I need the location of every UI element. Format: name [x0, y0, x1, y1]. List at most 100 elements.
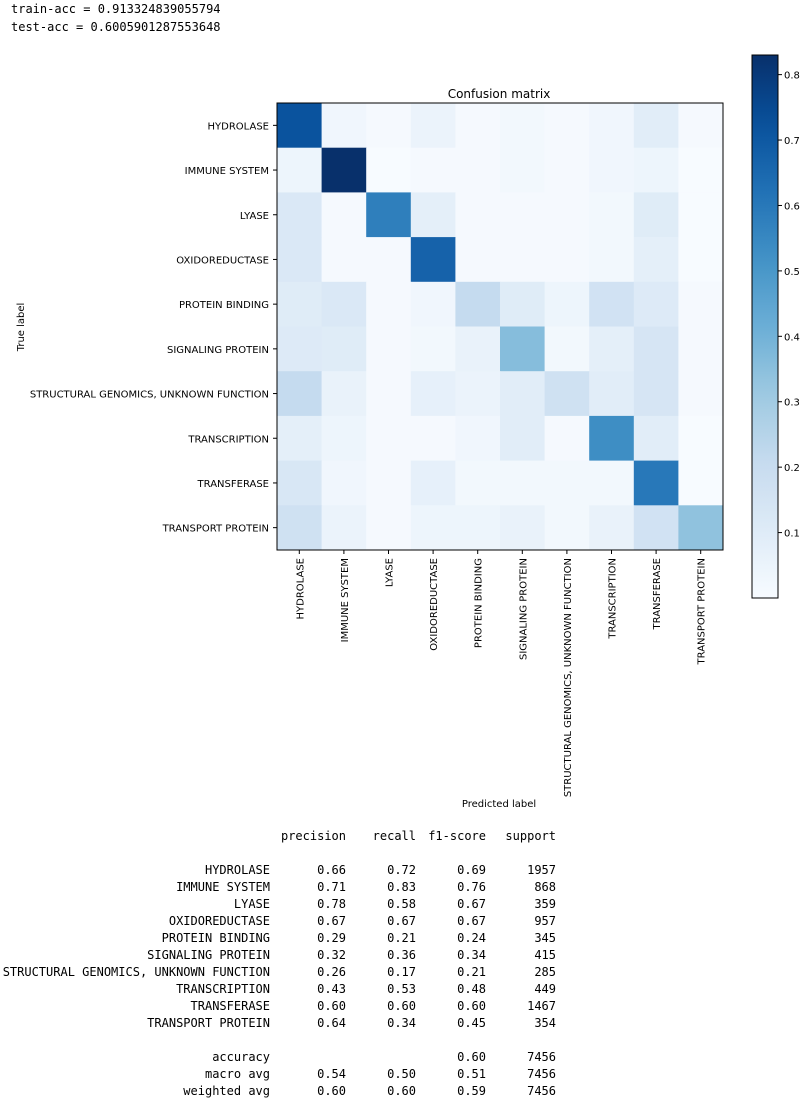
heatmap-cell	[678, 505, 724, 551]
heatmap-cell	[277, 505, 323, 551]
report-recall-value: 0.21	[387, 931, 416, 945]
report-summary-row: macro avg 0.54 0.50 0.51 7456	[0, 1066, 600, 1082]
report-support-value: 7456	[527, 1067, 556, 1081]
confusion-matrix-chart: HYDROLASE IMMUNE SYSTEM LYASE OXIDOREDUCTAS…	[16, 54, 800, 810]
report-precision-value: 0.60	[317, 999, 346, 1013]
x-axis-ticks: HYDROLASE IMMUNE SYSTEM LYASE OXIDOREDUCTAS…	[295, 550, 708, 797]
heatmap-cell	[589, 237, 635, 283]
heatmap-cell	[277, 415, 323, 462]
heatmap-cell	[500, 192, 546, 238]
report-support-value: 449	[534, 982, 556, 996]
colorbar-tick-label: 0.8	[784, 71, 800, 82]
report-summary-label: weighted avg	[183, 1084, 270, 1098]
report-support-value: 957	[534, 914, 556, 928]
report-f1-value: 0.60	[457, 999, 486, 1013]
heatmap-cell	[321, 505, 367, 551]
heatmap-cell	[544, 192, 590, 238]
report-class-row: LYASE 0.78 0.58 0.67 359	[0, 896, 600, 912]
heatmap-cell	[410, 281, 456, 327]
heatmap-cell	[678, 103, 724, 149]
heatmap-cell	[500, 371, 546, 417]
heatmap-cell	[544, 103, 590, 149]
heatmap-cell	[589, 505, 635, 551]
report-f1-value: 0.45	[457, 1016, 486, 1030]
heatmap-cell	[455, 460, 501, 506]
y-axis-label: True label	[16, 303, 27, 353]
report-class-row: TRANSPORT PROTEIN 0.64 0.34 0.45 354	[0, 1015, 600, 1031]
heatmap-cell	[455, 237, 501, 283]
report-precision-value: 0.78	[317, 897, 346, 911]
y-tick-label: PROTEIN BINDING	[179, 300, 269, 311]
colorbar-tick-label: 0.2	[784, 463, 800, 474]
heatmap-cell	[633, 103, 679, 149]
heatmap-cell	[633, 326, 679, 372]
heatmap-cell	[678, 371, 724, 417]
report-precision-value: 0.64	[317, 1016, 346, 1030]
colorbar-tick-label: 0.4	[784, 332, 800, 343]
heatmap-cell	[678, 326, 724, 372]
heatmap-cell	[366, 505, 412, 551]
heatmap-cell	[589, 326, 635, 372]
report-f1-value: 0.48	[457, 982, 486, 996]
heatmap-cell	[277, 281, 323, 327]
report-column-header: precision	[280, 829, 346, 843]
report-recall-value: 0.72	[387, 863, 416, 877]
heatmap-cell	[410, 192, 456, 238]
x-tick-label: OXIDOREDUCTASE	[429, 558, 440, 651]
report-class-label: STRUCTURAL GENOMICS, UNKNOWN FUNCTION	[2, 965, 270, 979]
heatmap-cell	[366, 415, 412, 462]
report-precision-value: 0.43	[317, 982, 346, 996]
report-f1-value: 0.34	[457, 948, 486, 962]
report-f1-value: 0.67	[457, 897, 486, 911]
heatmap-cell	[321, 192, 367, 238]
heatmap-cells	[277, 103, 724, 551]
heatmap-cell	[410, 460, 456, 506]
heatmap-cell	[678, 415, 724, 462]
heatmap-cell	[544, 371, 590, 417]
heatmap-cell	[589, 103, 635, 149]
heatmap-cell	[321, 460, 367, 506]
report-summary-label: macro avg	[204, 1067, 270, 1081]
report-precision-value: 0.29	[317, 931, 346, 945]
x-tick-label: TRANSCRIPTION	[608, 558, 619, 640]
y-tick-label: TRANSCRIPTION	[187, 434, 269, 445]
report-precision-value: 0.66	[317, 863, 346, 877]
report-class-row: SIGNALING PROTEIN 0.32 0.36 0.34 415	[0, 947, 600, 963]
colorbar-tick-label: 0.5	[784, 267, 800, 278]
report-recall-value: 0.60	[387, 999, 416, 1013]
report-f1-value: 0.76	[457, 880, 486, 894]
heatmap-cell	[410, 371, 456, 417]
report-support-value: 7456	[527, 1084, 556, 1098]
heatmap-cell	[455, 147, 501, 193]
heatmap-cell	[321, 415, 367, 462]
report-class-row: TRANSFERASE 0.60 0.60 0.60 1467	[0, 998, 600, 1014]
heatmap-cell	[321, 147, 367, 193]
colorbar-tick-label: 0.3	[784, 398, 800, 409]
report-f1-value: 0.21	[457, 965, 486, 979]
heatmap-cell	[321, 371, 367, 417]
report-class-label: HYDROLASE	[204, 863, 270, 877]
heatmap-cell	[500, 103, 546, 149]
report-support-value: 868	[534, 880, 556, 894]
report-precision-value: 0.54	[317, 1067, 346, 1081]
heatmap-cell	[277, 460, 323, 506]
heatmap-cell	[500, 415, 546, 462]
heatmap-cell	[321, 237, 367, 283]
heatmap-cell	[500, 147, 546, 193]
heatmap-cell	[678, 192, 724, 238]
heatmap-cell	[410, 415, 456, 462]
report-class-row: HYDROLASE 0.66 0.72 0.69 1957	[0, 862, 600, 878]
report-precision-value: 0.32	[317, 948, 346, 962]
report-f1-value: 0.69	[457, 863, 486, 877]
report-recall-value: 0.60	[387, 1084, 416, 1098]
heatmap-cell	[410, 326, 456, 372]
report-recall-value: 0.83	[387, 880, 416, 894]
heatmap-cell	[544, 326, 590, 372]
y-tick-label: TRANSFERASE	[197, 479, 269, 490]
heatmap-cell	[455, 326, 501, 372]
heatmap-cell	[277, 326, 323, 372]
heatmap-cell	[366, 147, 412, 193]
report-f1-value: 0.59	[457, 1084, 486, 1098]
report-support-value: 354	[534, 1016, 556, 1030]
report-support-value: 415	[534, 948, 556, 962]
